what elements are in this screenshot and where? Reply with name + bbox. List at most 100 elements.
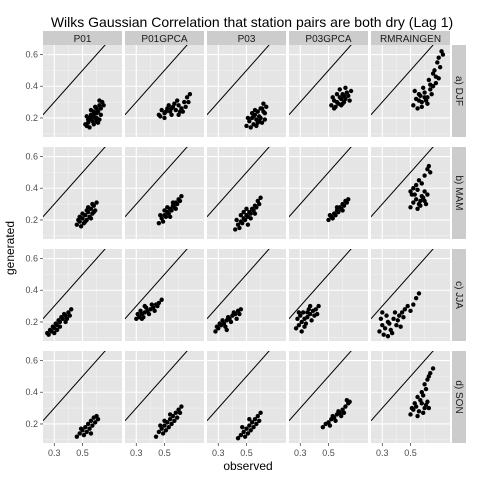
point-c-jja-rmraingen-9: [402, 307, 408, 312]
point-d-son-p03-9: [242, 434, 248, 439]
panel-c-jja-rmraingen: [371, 249, 450, 341]
point-c-jja-p01gpca-19: [139, 316, 145, 321]
point-a-djf-p01gpca-16: [172, 101, 177, 106]
point-c-jja-rmraingen-21: [395, 318, 401, 323]
reference-line: [125, 45, 188, 116]
point-c-jja-rmraingen-5: [391, 316, 396, 321]
point-a-djf-p01gpca-18: [158, 114, 163, 119]
point-b-mam-p01gpca-8: [179, 193, 184, 199]
point-d-son-p01-5: [88, 418, 94, 423]
point-d-son-p03gpca-8: [343, 404, 348, 409]
reference-line: [125, 249, 188, 320]
point-b-mam-p01-22: [90, 201, 95, 207]
point-c-jja-p03-13: [225, 315, 231, 320]
point-a-djf-p01-16: [88, 107, 94, 113]
point-a-djf-p01-19: [95, 109, 101, 114]
x-axis-label: observed: [223, 459, 272, 473]
point-d-son-p01-3: [83, 424, 88, 430]
point-c-jja-p01gpca-18: [159, 297, 164, 302]
point-a-djf-p03-23: [259, 106, 265, 111]
point-b-mam-p01gpca-15: [158, 213, 163, 218]
y-axis-label: generated: [3, 221, 17, 275]
point-c-jja-rmraingen-18: [387, 321, 392, 326]
strip-row-label-c-jja: c) JJA: [453, 281, 464, 309]
point-b-mam-rmraingen-19: [428, 170, 433, 175]
point-c-jja-p01gpca-14: [149, 302, 155, 307]
point-c-jja-p03gpca-7: [313, 307, 319, 312]
x-tick-label: 0.3: [212, 448, 225, 458]
point-b-mam-rmraingen-6: [425, 192, 430, 197]
y-tick-label: 0.6: [25, 254, 38, 264]
point-d-son-p03gpca-14: [338, 413, 344, 419]
point-b-mam-rmraingen-20: [426, 163, 432, 169]
point-a-djf-p03gpca-14: [347, 98, 352, 103]
point-d-son-p03gpca-15: [341, 410, 347, 416]
point-d-son-p01gpca-10: [160, 431, 166, 436]
point-c-jja-p01gpca-10: [138, 308, 143, 314]
point-b-mam-p03-0: [233, 227, 238, 232]
x-tick-label: 0.3: [294, 448, 307, 458]
point-b-mam-p03gpca-8: [330, 216, 335, 221]
reference-line: [43, 147, 106, 218]
point-c-jja-p01gpca-15: [152, 308, 157, 314]
point-c-jja-p03-10: [217, 321, 222, 326]
reference-line: [371, 45, 434, 116]
point-b-mam-p01gpca-18: [170, 200, 176, 205]
point-b-mam-p01gpca-19: [165, 205, 170, 210]
point-d-son-p01-12: [81, 432, 87, 438]
point-c-jja-p03-14: [228, 319, 234, 325]
reference-line: [289, 45, 352, 116]
point-c-jja-p01-20: [67, 313, 73, 318]
point-b-mam-p03gpca-10: [336, 209, 341, 215]
point-c-jja-p03gpca-8: [316, 303, 321, 309]
point-d-son-p01gpca-13: [169, 421, 174, 427]
point-b-mam-p03-17: [234, 217, 239, 223]
point-d-son-p01gpca-0: [153, 434, 159, 439]
point-c-jja-p01gpca-13: [146, 311, 152, 317]
point-c-jja-p01-11: [53, 321, 58, 326]
reference-line: [207, 45, 270, 116]
point-d-son-p01gpca-5: [167, 417, 173, 422]
x-tick-label: 0.3: [130, 448, 143, 458]
point-c-jja-p01-21: [54, 327, 60, 333]
point-c-jja-p01-17: [52, 330, 57, 336]
point-a-djf-rmraingen-25: [419, 104, 424, 110]
strip-row-label-b-mam: b) MAM: [453, 176, 464, 211]
point-b-mam-p01gpca-0: [156, 220, 162, 226]
point-c-jja-p03-15: [231, 310, 237, 315]
point-c-jja-rmraingen-20: [392, 310, 398, 315]
point-b-mam-p03gpca-14: [327, 213, 333, 218]
point-d-son-p03-2: [241, 429, 246, 435]
strip-col-rmraingen: [371, 31, 450, 45]
point-d-son-p01-1: [77, 431, 82, 436]
x-tick-label: 0.5: [158, 448, 171, 458]
x-tick-label: 0.5: [240, 448, 253, 458]
panel-a-djf-p03: [207, 45, 286, 137]
point-d-son-rmraingen-21: [423, 386, 429, 392]
point-a-djf-p01gpca-7: [176, 103, 181, 108]
point-c-jja-p03gpca-16: [295, 316, 300, 321]
panel-b-mam-p01: [43, 147, 122, 239]
point-d-son-p03gpca-11: [330, 413, 335, 419]
strip-col-p03: [207, 31, 286, 45]
point-a-djf-rmraingen-22: [430, 71, 436, 76]
point-c-jja-rmraingen-1: [380, 322, 385, 328]
point-b-mam-p03-22: [241, 209, 246, 215]
point-b-mam-p01gpca-10: [163, 214, 169, 219]
point-b-mam-rmraingen-16: [419, 181, 424, 186]
strip-row-d-son: [452, 351, 466, 443]
strip-row-a-djf: [452, 45, 466, 137]
point-a-djf-p01gpca-21: [177, 109, 183, 114]
point-d-son-p01-14: [78, 426, 84, 431]
point-b-mam-p01gpca-14: [174, 201, 180, 207]
panel-d-son-p01: [43, 351, 122, 443]
point-a-djf-p01-29: [94, 115, 99, 121]
point-a-djf-rmraingen-9: [415, 106, 420, 111]
point-d-son-p03gpca-0: [320, 424, 326, 430]
point-b-mam-rmraingen-23: [418, 198, 423, 204]
point-a-djf-rmraingen-14: [429, 91, 434, 97]
y-tick-label: 0.2: [25, 215, 38, 225]
point-a-djf-p03gpca-18: [343, 85, 348, 91]
point-c-jja-rmraingen-2: [382, 326, 388, 331]
panel-a-djf-p03gpca: [289, 45, 368, 137]
